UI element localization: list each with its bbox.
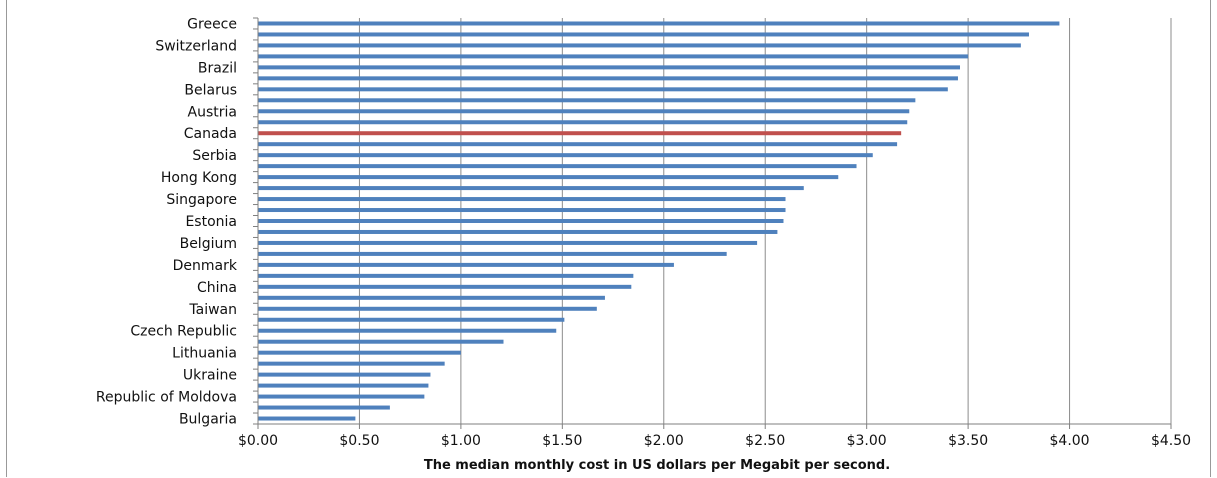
bar [258,361,445,366]
x-tick-label: $2.00 [644,433,684,449]
x-tick-label: $4.50 [1151,433,1191,449]
category-label: Denmark [173,258,238,274]
bar [258,383,429,388]
bar [258,109,910,114]
bar-highlighted [258,131,902,136]
x-tick-labels: $0.00 $0.50 $1.00 $1.50 $2.00 $2.50 $3.00 $3.50… [238,433,1191,449]
bar [258,295,605,300]
bar [258,153,873,158]
bar [258,394,425,399]
bar [258,175,839,180]
x-tick-label: $3.50 [948,433,988,449]
bar [258,43,1021,48]
category-label: Serbia [192,148,237,164]
category-label: Republic of Moldova [96,390,237,406]
x-tick-label: $4.00 [1050,433,1090,449]
bar [258,284,632,289]
bar [258,87,948,92]
bar [258,208,786,213]
category-label: Lithuania [172,346,237,362]
bar [258,251,727,256]
bar [258,197,786,202]
bar [258,240,758,245]
category-label: Estonia [185,214,237,230]
bar [258,65,960,70]
category-label: Ukraine [183,368,237,384]
bar [258,372,431,377]
bar [258,273,634,278]
bar [258,76,958,81]
category-label: Belgium [180,236,237,252]
category-label: Canada [184,126,237,142]
bar [258,339,504,344]
category-label: China [197,280,237,296]
x-tick-label: $0.00 [238,433,278,449]
bar [258,229,778,234]
bar [258,98,916,103]
bar [258,32,1029,37]
x-tick-label: $3.00 [847,433,887,449]
category-labels: Greece Switzerland Brazil Belarus Austria Can… [96,16,238,427]
category-label: Hong Kong [161,170,237,186]
bars [258,21,1060,421]
category-label: Greece [187,16,237,32]
axes [253,17,1172,429]
bar [258,186,804,191]
x-tick-label: $0.50 [339,433,379,449]
bar [258,219,784,223]
category-label: Czech Republic [130,324,237,340]
bar [258,317,565,322]
x-tick-label: $2.50 [745,433,785,449]
bar [258,142,898,147]
bar [258,328,557,333]
category-label: Singapore [166,192,237,208]
category-label: Bulgaria [179,412,237,428]
bar [258,416,356,421]
category-label: Brazil [198,60,237,76]
x-tick-label: $1.00 [441,433,481,449]
category-label: Taiwan [188,302,237,318]
bar [258,54,969,59]
x-axis-title: The median monthly cost in US dollars pe… [424,458,890,473]
bar [258,350,461,355]
category-label: Austria [188,104,237,120]
category-label: Switzerland [155,38,237,54]
bar [258,120,908,125]
chart-frame [6,0,1211,477]
bar [258,306,597,311]
bar [258,262,674,267]
bar [258,164,857,169]
bar [258,21,1060,26]
bar [258,405,390,410]
x-tick-label: $1.50 [542,433,582,449]
category-label: Belarus [184,82,237,98]
